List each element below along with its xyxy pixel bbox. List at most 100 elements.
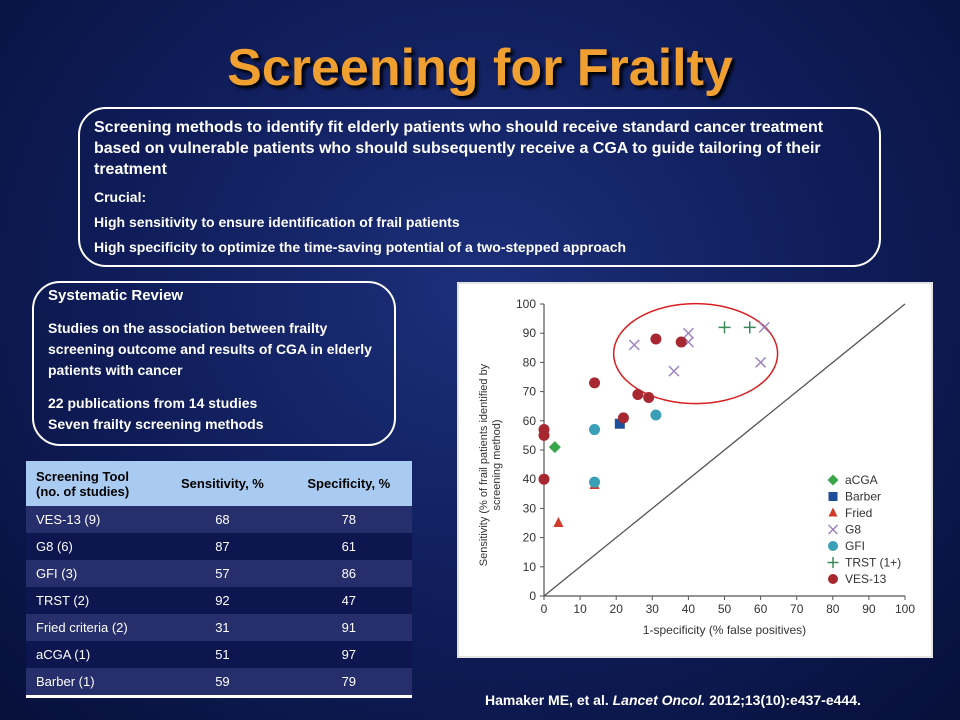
tool-name-cell: Barber (1)	[26, 668, 160, 698]
point-ves-13	[643, 391, 655, 403]
systematic-review-heading: Systematic Review	[48, 287, 184, 304]
legend-marker-ves-13	[828, 574, 838, 584]
specificity-cell: 91	[285, 614, 412, 641]
table-header-row: Screening Tool (no. of studies) Sensitiv…	[26, 461, 412, 506]
x-axis-label: 1-specificity (% false positives)	[643, 623, 806, 637]
specificity-cell: 79	[285, 668, 412, 698]
tool-name-cell: VES-13 (9)	[26, 506, 160, 533]
y-tick-label: 90	[523, 326, 537, 340]
legend-label-ves-13: VES-13	[845, 572, 887, 586]
legend-marker-barber	[828, 492, 838, 501]
point-g8	[755, 356, 767, 368]
y-tick-label: 20	[523, 531, 537, 545]
y-tick-label: 80	[523, 355, 537, 369]
scatter-chart: 0 10 20 30 40 50 60 70 80 90 100 0 10 20 30 40 50 60 70 80 9…	[457, 282, 933, 658]
point-g8	[668, 365, 680, 377]
y-tick-label: 60	[523, 414, 537, 428]
point-trst-1	[718, 321, 731, 334]
x-tick-label: 50	[718, 602, 732, 616]
tool-name-cell: G8 (6)	[26, 533, 160, 560]
point-ves-13	[632, 389, 644, 401]
tool-name-cell: Fried criteria (2)	[26, 614, 160, 641]
x-tick-label: 60	[754, 602, 768, 616]
sensitivity-cell: 59	[159, 668, 286, 698]
sensitivity-cell: 92	[159, 587, 286, 614]
sensitivity-cell: 31	[159, 614, 286, 641]
point-barber	[614, 418, 625, 429]
table-row: Fried criteria (2) 31 91	[26, 614, 412, 641]
slide-title: Screening for Frailty	[227, 39, 733, 97]
point-g8	[628, 339, 640, 351]
table-row: VES-13 (9) 68 78	[26, 506, 412, 533]
header-sensitivity: Sensitivity, %	[159, 461, 286, 506]
legend-marker-trst-1	[827, 557, 839, 568]
point-ves-13	[650, 333, 662, 345]
methods-count: Seven frailty screening methods	[48, 416, 264, 432]
tool-name-cell: GFI (3)	[26, 560, 160, 587]
specificity-cell: 78	[285, 506, 412, 533]
specificity-cell: 97	[285, 641, 412, 668]
legend-marker-acga	[827, 474, 839, 486]
crucial-label: Crucial:	[94, 189, 147, 205]
systematic-review-box: Systematic Review Studies on the associa…	[32, 281, 396, 446]
y-tick-label: 10	[523, 560, 537, 574]
diagonal-reference-line	[543, 303, 906, 597]
x-tick-label: 80	[826, 602, 840, 616]
scatter-chart-panel: 0 10 20 30 40 50 60 70 80 90 100 0 10 20 30 40 50 60 70 80 9…	[457, 282, 933, 658]
y-tick-label: 0	[529, 589, 536, 603]
citation-authors: Hamaker ME, et al.	[485, 692, 609, 708]
screening-methods-box: Screening methods to identify fit elderl…	[78, 107, 881, 267]
point-ves-13	[589, 377, 601, 389]
legend-label-trst-1: TRST (1+)	[845, 556, 901, 570]
y-tick-label: 30	[523, 501, 537, 515]
table-row: G8 (6) 87 61	[26, 533, 412, 560]
point-ves-13	[538, 473, 550, 485]
legend-marker-fried	[828, 507, 838, 517]
x-tick-label: 40	[682, 602, 696, 616]
header-screening-tool: Screening Tool (no. of studies)	[26, 461, 160, 506]
y-tick-label: 40	[523, 472, 537, 486]
legend-label-barber: Barber	[845, 490, 881, 504]
table-row: Barber (1) 59 79	[26, 668, 412, 698]
legend-label-acga: aCGA	[845, 473, 878, 487]
y-tick-label: 70	[523, 385, 537, 399]
highlight-ellipse	[612, 302, 779, 405]
point-gfi	[589, 424, 601, 436]
x-tick-label: 20	[610, 602, 624, 616]
y-tick-label: 100	[516, 297, 536, 311]
legend-marker-gfi	[828, 541, 838, 551]
screening-intro-text: Screening methods to identify fit elderl…	[94, 119, 824, 178]
publications-count: 22 publications from 14 studies	[48, 395, 258, 411]
point-g8	[682, 327, 694, 339]
sensitivity-cell: 87	[159, 533, 286, 560]
screening-tools-table: Screening Tool (no. of studies) Sensitiv…	[26, 461, 412, 698]
point-g8	[758, 321, 770, 333]
point-fried	[553, 517, 564, 527]
point-trst-1	[743, 321, 756, 334]
point-acga	[548, 441, 561, 454]
specificity-cell: 61	[285, 533, 412, 560]
chart-frame	[457, 282, 933, 658]
specificity-cell: 86	[285, 560, 412, 587]
citation-journal: Lancet Oncol.	[612, 692, 706, 708]
sensitivity-cell: 57	[159, 560, 286, 587]
x-tick-label: 100	[895, 602, 915, 616]
table-row: aCGA (1) 51 97	[26, 641, 412, 668]
table-row: TRST (2) 92 47	[26, 587, 412, 614]
legend-label-gfi: GFI	[845, 539, 865, 553]
point-gfi	[589, 476, 601, 488]
tool-name-cell: TRST (2)	[26, 587, 160, 614]
legend-label-g8: G8	[845, 523, 861, 537]
point-ves-13	[617, 412, 629, 424]
y-tick-label: 50	[523, 443, 537, 457]
y-axis-label: Sensitivity (% of frail patients identif…	[478, 363, 503, 566]
legend-label-fried: Fried	[845, 506, 872, 520]
tool-name-cell: aCGA (1)	[26, 641, 160, 668]
citation: Hamaker ME, et al. Lancet Oncol. 2012;13…	[485, 692, 861, 708]
citation-ref: 2012;13(10):e437-e444.	[709, 692, 861, 708]
x-tick-label: 30	[646, 602, 660, 616]
sensitivity-cell: 51	[159, 641, 286, 668]
x-tick-label: 70	[790, 602, 804, 616]
high-sensitivity-text: High sensitivity to ensure identificatio…	[94, 214, 460, 230]
point-gfi	[650, 409, 662, 421]
